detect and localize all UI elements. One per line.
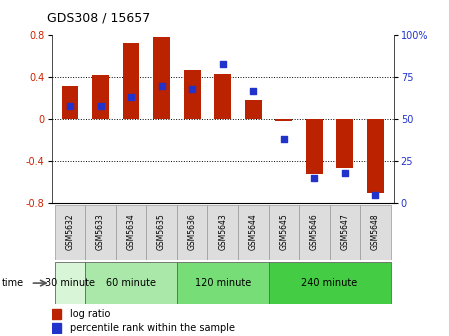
Text: GSM5632: GSM5632 xyxy=(66,213,75,250)
Text: GSM5647: GSM5647 xyxy=(340,213,349,250)
Text: GSM5648: GSM5648 xyxy=(371,213,380,250)
Text: 30 minute: 30 minute xyxy=(45,278,95,288)
Bar xyxy=(92,75,109,119)
Bar xyxy=(146,205,177,260)
Point xyxy=(341,170,348,176)
Text: percentile rank within the sample: percentile rank within the sample xyxy=(70,323,235,333)
Text: GSM5635: GSM5635 xyxy=(157,213,166,250)
Bar xyxy=(116,205,146,260)
Bar xyxy=(123,43,140,119)
Bar xyxy=(177,262,269,304)
Text: GDS308 / 15657: GDS308 / 15657 xyxy=(47,12,150,25)
Text: GSM5646: GSM5646 xyxy=(310,213,319,250)
Bar xyxy=(336,119,353,168)
Bar xyxy=(330,205,360,260)
Text: GSM5643: GSM5643 xyxy=(218,213,227,250)
Point xyxy=(372,192,379,198)
Bar xyxy=(269,262,391,304)
Bar xyxy=(360,205,391,260)
Bar xyxy=(85,205,116,260)
Text: GSM5633: GSM5633 xyxy=(96,213,105,250)
Point xyxy=(66,103,74,109)
Bar xyxy=(207,205,238,260)
Point xyxy=(158,83,165,88)
Bar xyxy=(62,86,79,119)
Text: 120 minute: 120 minute xyxy=(194,278,251,288)
Text: GSM5636: GSM5636 xyxy=(188,213,197,250)
Bar xyxy=(367,119,384,193)
Text: GSM5645: GSM5645 xyxy=(279,213,288,250)
Text: log ratio: log ratio xyxy=(70,309,111,319)
Bar xyxy=(306,119,323,174)
Point xyxy=(311,175,318,181)
Bar xyxy=(52,323,61,333)
Bar xyxy=(55,205,85,260)
Bar xyxy=(177,205,207,260)
Text: 240 minute: 240 minute xyxy=(301,278,358,288)
Point xyxy=(97,103,104,109)
Bar xyxy=(275,119,292,121)
Point xyxy=(280,137,287,142)
Bar xyxy=(214,74,231,119)
Bar xyxy=(245,100,262,119)
Point xyxy=(128,95,135,100)
Text: GSM5644: GSM5644 xyxy=(249,213,258,250)
Bar xyxy=(184,70,201,119)
Bar xyxy=(52,308,61,319)
Bar xyxy=(238,205,269,260)
Bar xyxy=(153,37,170,119)
Point xyxy=(250,88,257,93)
Bar xyxy=(85,262,177,304)
Text: time: time xyxy=(2,278,24,288)
Text: GSM5634: GSM5634 xyxy=(127,213,136,250)
Point xyxy=(219,61,226,67)
Text: 60 minute: 60 minute xyxy=(106,278,156,288)
Bar xyxy=(55,262,85,304)
Bar xyxy=(269,205,299,260)
Bar xyxy=(299,205,330,260)
Point xyxy=(189,86,196,92)
